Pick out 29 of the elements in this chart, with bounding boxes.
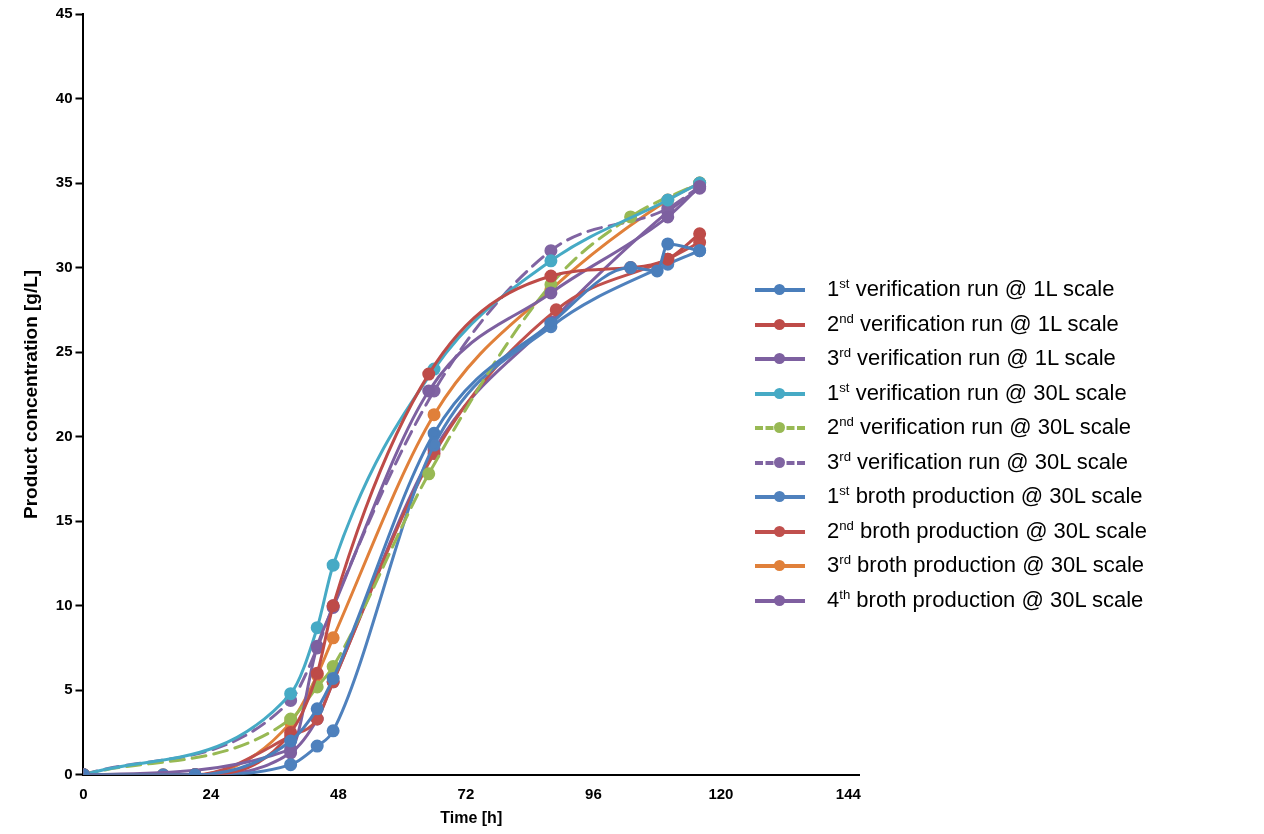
x-tick-label: 48 — [330, 784, 347, 802]
y-tick-label: 25 — [55, 342, 73, 360]
y-tick-label: 45 — [55, 4, 73, 22]
x-tick-label: 0 — [79, 784, 88, 802]
legend-label: 2$^{nd}$ verification run @ 1L scale — [827, 310, 1119, 337]
x-tick-label: 120 — [708, 784, 734, 802]
y-tick-label: 5 — [64, 680, 73, 698]
y-tick-label: 10 — [55, 595, 73, 613]
legend-label: 1$^{st}$ broth production @ 30L scale — [827, 483, 1143, 510]
x-tick-label: 72 — [457, 784, 475, 802]
legend-label: 1$^{st}$ verification run @ 1L scale — [827, 276, 1115, 303]
y-tick-label: 20 — [55, 426, 73, 444]
legend-label: 3$^{rd}$ verification run @ 30L scale — [827, 448, 1129, 475]
legend-label: 3$^{rd}$ broth production @ 30L scale — [827, 552, 1145, 579]
y-tick-label: 40 — [55, 88, 73, 106]
legend-label: 1$^{st}$ verification run @ 30L scale — [827, 379, 1127, 406]
x-tick-label: 24 — [202, 784, 220, 802]
legend-label: 2$^{nd}$ verification run @ 30L scale — [827, 414, 1132, 441]
y-tick-label: 35 — [55, 173, 73, 191]
legend-label: 4$^{th}$ broth production @ 30L scale — [827, 586, 1144, 613]
y-tick-label: 15 — [55, 511, 73, 529]
legend-label: 3$^{rd}$ verification run @ 1L scale — [827, 345, 1116, 372]
legend-label: 2$^{nd}$ broth production @ 30L scale — [827, 517, 1147, 544]
x-axis-title: Time [h] — [440, 808, 503, 826]
y-axis-title: Product concentration [g/L] — [19, 269, 41, 519]
x-tick-label: 144 — [835, 784, 862, 802]
x-tick-label: 96 — [585, 784, 602, 802]
y-tick-label: 30 — [55, 257, 73, 275]
y-tick-label: 0 — [64, 764, 73, 782]
